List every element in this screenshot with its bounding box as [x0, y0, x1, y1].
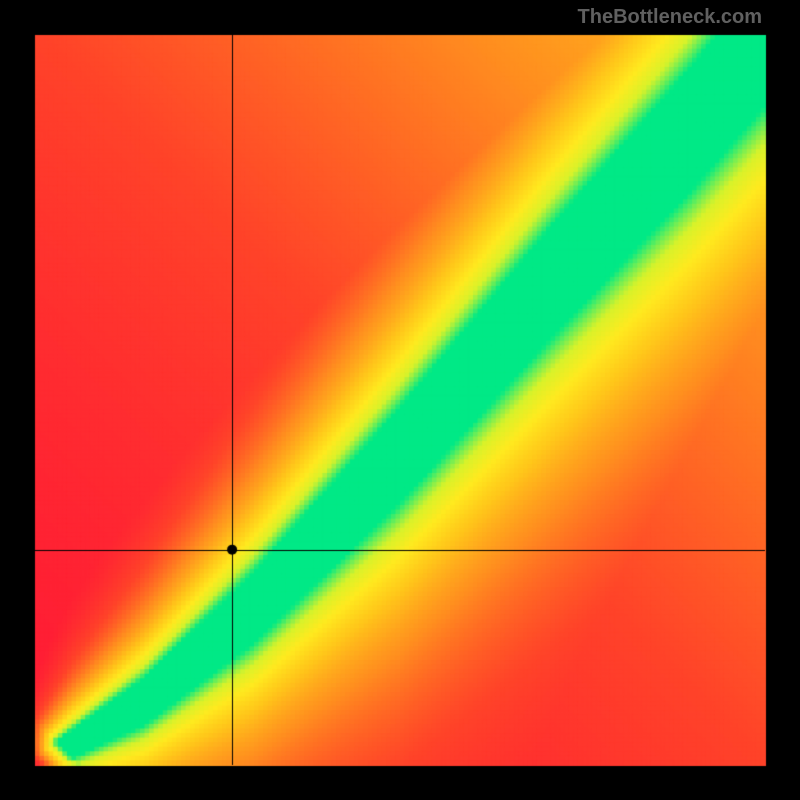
- chart-container: TheBottleneck.com: [0, 0, 800, 800]
- watermark-label: TheBottleneck.com: [578, 6, 762, 29]
- heatmap-canvas: [0, 0, 800, 800]
